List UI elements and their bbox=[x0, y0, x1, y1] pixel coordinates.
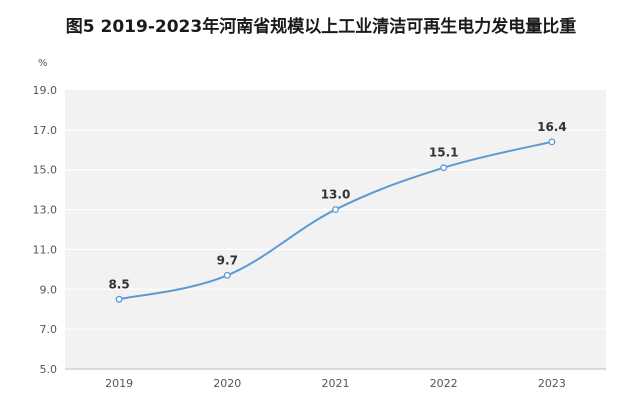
y-tick-label: 19.0 bbox=[33, 84, 58, 97]
y-tick-label: 11.0 bbox=[33, 243, 58, 256]
y-tick-label: 7.0 bbox=[40, 323, 58, 336]
y-tick-label: 15.0 bbox=[33, 164, 58, 177]
data-label: 9.7 bbox=[217, 253, 238, 267]
x-tick-label: 2020 bbox=[213, 377, 241, 390]
data-label: 13.0 bbox=[321, 188, 351, 202]
data-point bbox=[440, 164, 448, 172]
data-label: 15.1 bbox=[429, 146, 459, 160]
chart-title: 图5 2019-2023年河南省规模以上工业清洁可再生电力发电量比重 bbox=[65, 17, 577, 37]
data-point bbox=[332, 206, 339, 214]
x-tick-label: 2022 bbox=[430, 377, 458, 390]
y-tick-label: 9.0 bbox=[40, 283, 58, 296]
plot-area bbox=[65, 90, 606, 369]
y-tick-label: 17.0 bbox=[33, 124, 58, 137]
y-unit-label: % bbox=[38, 58, 48, 69]
y-tick-label: 13.0 bbox=[33, 204, 58, 217]
y-tick-label: 5.0 bbox=[40, 363, 58, 376]
x-tick-label: 2021 bbox=[322, 377, 350, 390]
x-tick-label: 2019 bbox=[105, 377, 133, 390]
data-point bbox=[548, 138, 556, 146]
data-label: 16.4 bbox=[537, 120, 567, 134]
data-point bbox=[115, 295, 123, 303]
data-point bbox=[223, 271, 231, 279]
x-tick-label: 2023 bbox=[538, 377, 566, 390]
data-label: 8.5 bbox=[108, 277, 129, 291]
